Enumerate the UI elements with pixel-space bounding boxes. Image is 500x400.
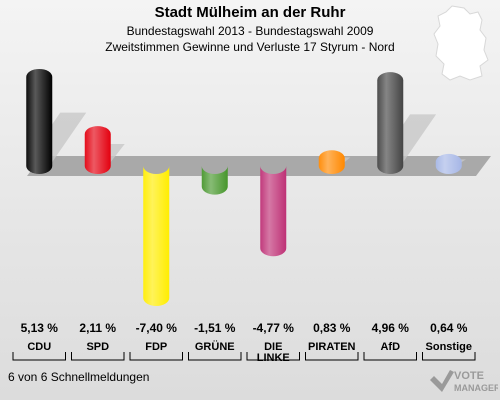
category-bracket [12,352,66,361]
category-bracket [246,352,300,361]
value-label: 5,13 % [21,321,59,335]
value-label: -7,40 % [136,321,178,335]
bar-gr-ne [201,166,228,195]
value-label: 0,64 % [430,321,468,335]
svg-text:VOTE: VOTE [454,370,484,382]
category-bracket [71,352,125,361]
category-label: SPD [86,341,109,353]
value-label: 0,83 % [313,321,351,335]
category-label: FDP [145,341,167,353]
value-label: 2,11 % [79,321,116,335]
germany-map-icon [433,5,489,81]
chart-title: Stadt Mülheim an der Ruhr [154,4,346,21]
category-bracket [188,352,242,361]
bar-piraten [318,150,345,174]
bar-die-linke [260,166,287,257]
chart-subtitle-district: Zweitstimmen Gewinne und Verluste 17 Sty… [105,40,395,54]
category-bracket [363,352,417,361]
category-label: DIE LINKE [257,341,290,364]
bar-fdp [143,166,170,306]
baseline-plane-shape [27,156,491,176]
bar-afd [377,72,404,174]
category-label: Sonstige [426,341,472,353]
category-bracket [305,352,359,361]
bar-spd [84,126,111,174]
value-label: 4,96 % [372,321,410,335]
category-bracket [129,352,183,361]
chart-subtitle: Bundestagswahl 2013 - Bundestagswahl 200… [126,24,374,38]
bar-sonstige [435,153,462,174]
category-label: CDU [27,341,51,353]
value-label: -1,51 % [194,321,236,335]
vote-manager-logo: VOTE MANAGER [430,370,498,393]
footer-note: 6 von 6 Schnellmeldungen [8,370,150,384]
category-label: AfD [380,341,400,353]
value-label: -4,77 % [253,321,295,335]
category-label: GRÜNE [195,340,235,353]
bar-cdu [26,68,53,174]
svg-text:MANAGER: MANAGER [454,383,498,393]
category-bracket [422,352,476,361]
category-label: PIRATEN [308,341,356,353]
